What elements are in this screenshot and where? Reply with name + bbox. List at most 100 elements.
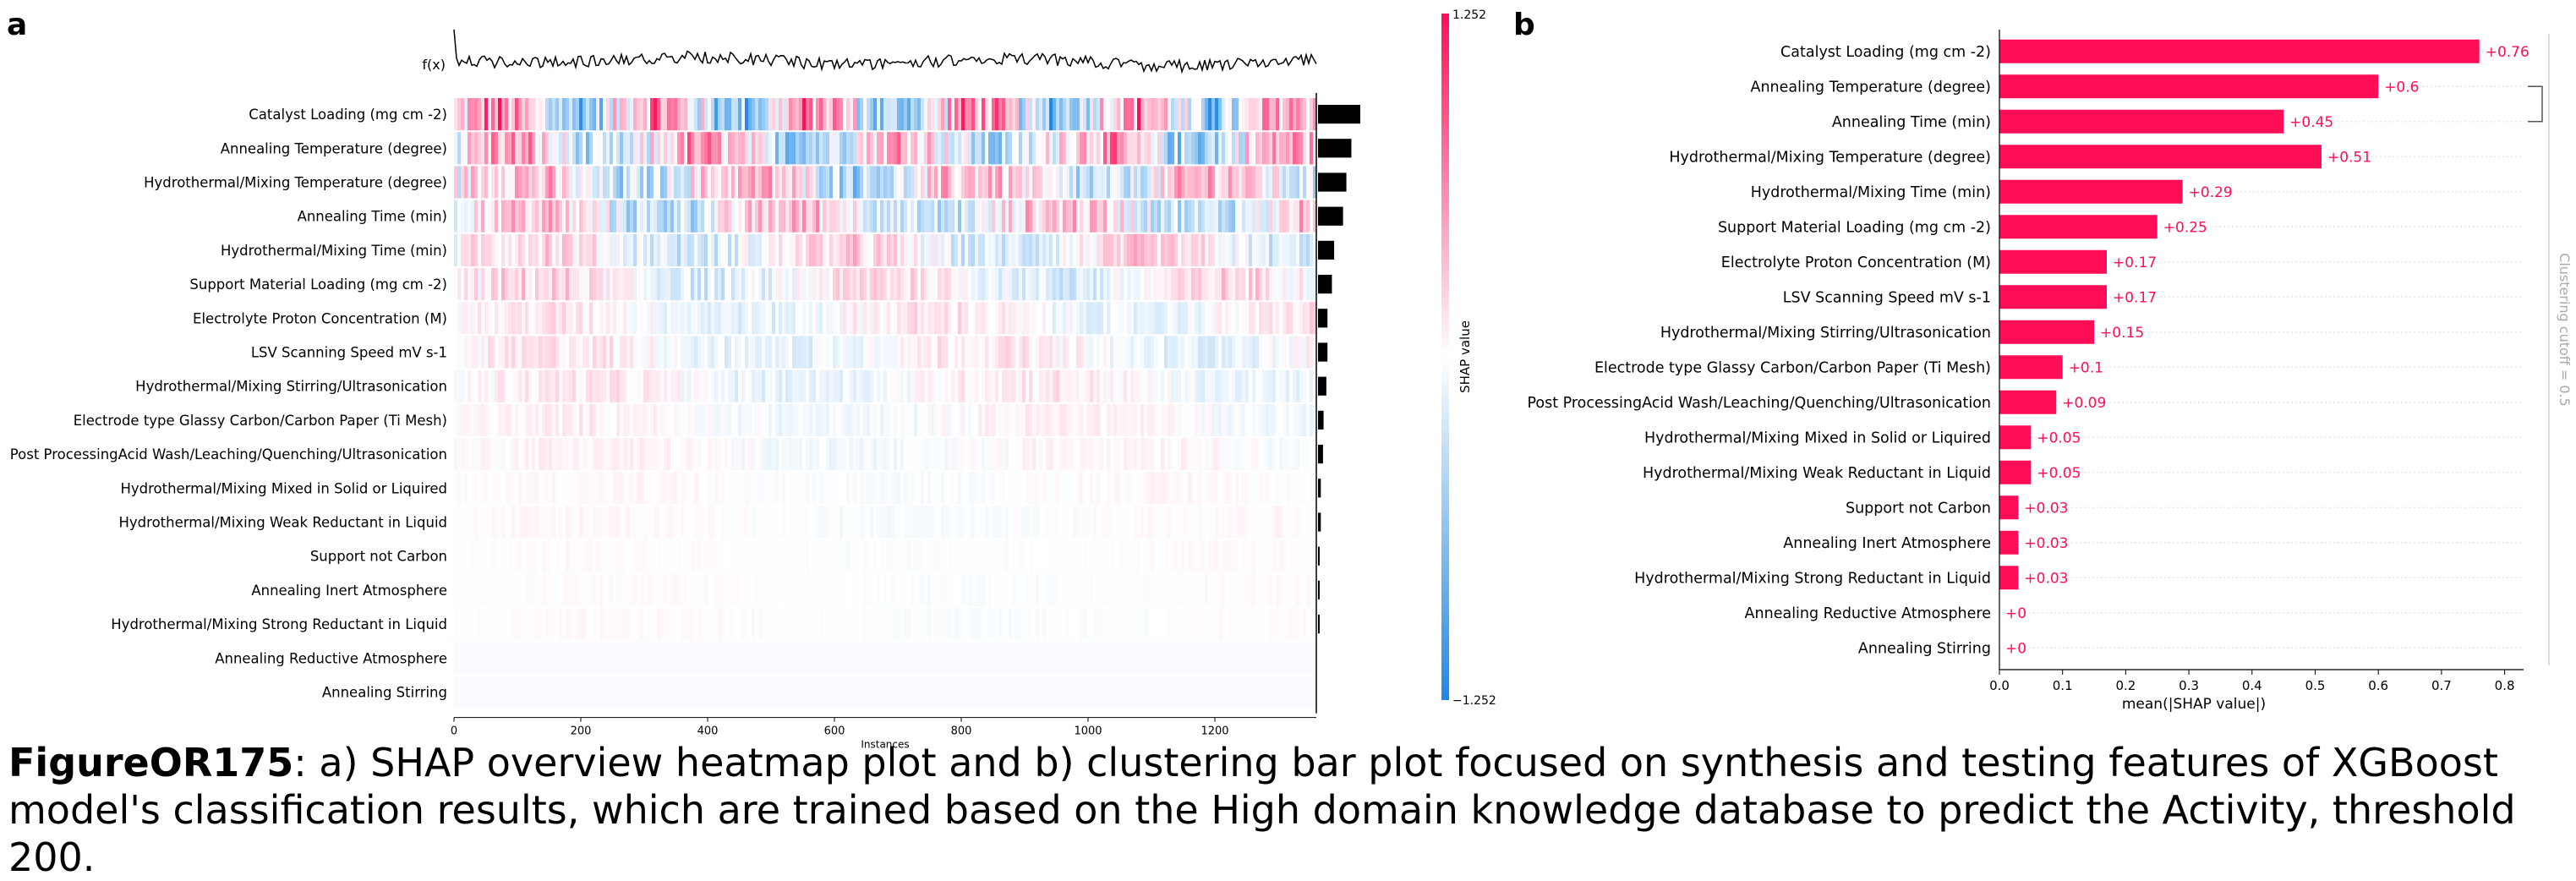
category-label: Hydrothermal/Mixing Weak Reductant in Li… (1643, 465, 1991, 482)
figure-canvas: Catalyst Loading (mg cm -2) Annealing Tem… (10, 8, 2573, 751)
bar (1999, 285, 2107, 309)
x-tick-label: 0.8 (2495, 678, 2515, 693)
bar (1999, 249, 2107, 274)
x-tick-label: 0.6 (2368, 678, 2388, 693)
bar-panel: +0.76 Catalyst Loading (mg cm -2) +0.6 Anne… (1527, 30, 2573, 713)
feature-label: Electrode type Glassy Carbon/Carbon Pape… (74, 413, 447, 429)
bar (1999, 74, 2379, 99)
x-tick-label: 0.2 (2115, 678, 2136, 693)
importance-bar (1318, 410, 1324, 430)
x-axis-label: mean(|SHAP value|) (2122, 696, 2266, 713)
bar-value-label: +0.09 (2062, 395, 2106, 412)
bar-value-label: +0.25 (2163, 219, 2207, 236)
importance-bar (1318, 445, 1323, 464)
colorbar-min: −1.252 (1452, 694, 1496, 708)
heatmap-row (454, 676, 1316, 709)
importance-bar (1318, 479, 1321, 498)
category-label: Annealing Temperature (degree) (1750, 79, 1991, 96)
heatmap-row (454, 642, 1316, 675)
caption-text: : a) SHAP overview heatmap plot and b) c… (8, 740, 2516, 880)
x-tick-label: 0.0 (1989, 678, 2010, 693)
bar-value-label: +0 (2005, 640, 2026, 657)
heatmap-row (454, 506, 1316, 539)
heatmap-row (454, 268, 1316, 301)
importance-bar (1318, 376, 1326, 396)
fx-line (453, 29, 1317, 74)
feature-label: Catalyst Loading (mg cm -2) (249, 107, 447, 123)
bar (1999, 390, 2057, 414)
x-tick-label: 0.3 (2179, 678, 2199, 693)
category-label: Support Material Loading (mg cm -2) (1718, 219, 1991, 236)
category-label: Hydrothermal/Mixing Mixed in Solid or Li… (1644, 430, 1991, 446)
feature-label: LSV Scanning Speed mV s-1 (251, 345, 447, 361)
x-tick-label: 200 (571, 725, 592, 738)
heatmap-row (454, 233, 1316, 266)
category-label: Support not Carbon (1846, 500, 1991, 517)
bar-value-label: +0.1 (2069, 359, 2103, 376)
category-label: Annealing Reductive Atmosphere (1745, 605, 1991, 622)
bar (1999, 39, 2480, 63)
bar (1999, 460, 2032, 484)
bar (1999, 215, 2158, 239)
bar (1999, 566, 2019, 590)
category-label: Hydrothermal/Mixing Stirring/Ultrasonica… (1660, 325, 1991, 342)
category-label: Annealing Inert Atmosphere (1783, 535, 1991, 552)
panel-a-letter: a (7, 8, 28, 42)
category-label: Annealing Time (min) (1832, 114, 1991, 131)
feature-label: Hydrothermal/Mixing Time (min) (221, 243, 447, 259)
colorbar-max: 1.252 (1452, 8, 1486, 22)
importance-bar (1318, 309, 1328, 328)
feature-label: Support not Carbon (310, 549, 447, 565)
bar-value-label: +0.15 (2100, 325, 2144, 342)
bar-value-label: +0.6 (2384, 79, 2419, 96)
bar (1999, 179, 2183, 204)
feature-label: Annealing Stirring (322, 685, 447, 701)
importance-bar (1318, 240, 1335, 260)
importance-bar (1318, 206, 1343, 226)
bar (1999, 530, 2019, 555)
bar-value-label: +0.03 (2024, 500, 2068, 517)
bar-value-label: +0.51 (2327, 149, 2371, 166)
category-label: LSV Scanning Speed mV s-1 (1783, 289, 1991, 306)
heatmap-row (454, 336, 1316, 369)
x-tick-label: 0.1 (2053, 678, 2073, 693)
x-tick-label: 0.7 (2431, 678, 2452, 693)
importance-bar (1318, 342, 1328, 362)
cluster-bracket (2528, 85, 2543, 123)
x-tick-label: 1000 (1074, 725, 1102, 738)
x-tick-label: 0.5 (2305, 678, 2326, 693)
category-label: Electrode type Glassy Carbon/Carbon Pape… (1594, 359, 1991, 376)
importance-bar (1318, 105, 1360, 124)
feature-label: Hydrothermal/Mixing Weak Reductant in Li… (119, 515, 448, 531)
importance-bar (1318, 139, 1352, 158)
bar (1999, 320, 2095, 344)
category-label: Hydrothermal/Mixing Time (min) (1751, 184, 1991, 201)
x-tick-label: 600 (824, 725, 845, 738)
feature-label: Annealing Temperature (degree) (221, 140, 447, 156)
heatmap-row (454, 302, 1316, 335)
heatmap-row (454, 166, 1316, 199)
feature-label: Hydrothermal/Mixing Mixed in Solid or Li… (120, 480, 447, 496)
feature-label: Hydrothermal/Mixing Stirring/Ultrasonica… (135, 379, 447, 395)
importance-bar (1318, 275, 1332, 294)
x-tick-label: 400 (697, 725, 719, 738)
caption-lead: FigureOR175 (8, 740, 294, 785)
importance-bar (1318, 615, 1320, 634)
importance-bar (1318, 546, 1320, 566)
feature-label: Hydrothermal/Mixing Strong Reductant in … (111, 616, 447, 632)
heatmap-row (454, 98, 1316, 131)
feature-label: Electrolyte Proton Concentration (M) (193, 310, 447, 326)
bar-value-label: +0.17 (2113, 254, 2157, 271)
bar-value-label: +0 (2005, 605, 2026, 622)
bar (1999, 425, 2032, 450)
category-label: Electrolyte Proton Concentration (M) (1721, 254, 1991, 271)
fx-label: f(x) (422, 57, 446, 73)
bar-value-label: +0.03 (2024, 570, 2068, 587)
heatmap-row (454, 608, 1316, 641)
feature-label: Annealing Time (min) (298, 209, 447, 225)
importance-bar (1318, 580, 1320, 599)
bar-value-label: +0.29 (2189, 184, 2233, 201)
x-tick-label: 0 (451, 725, 457, 738)
feature-label: Hydrothermal/Mixing Temperature (degree) (144, 175, 447, 191)
heatmap-row (454, 472, 1316, 505)
